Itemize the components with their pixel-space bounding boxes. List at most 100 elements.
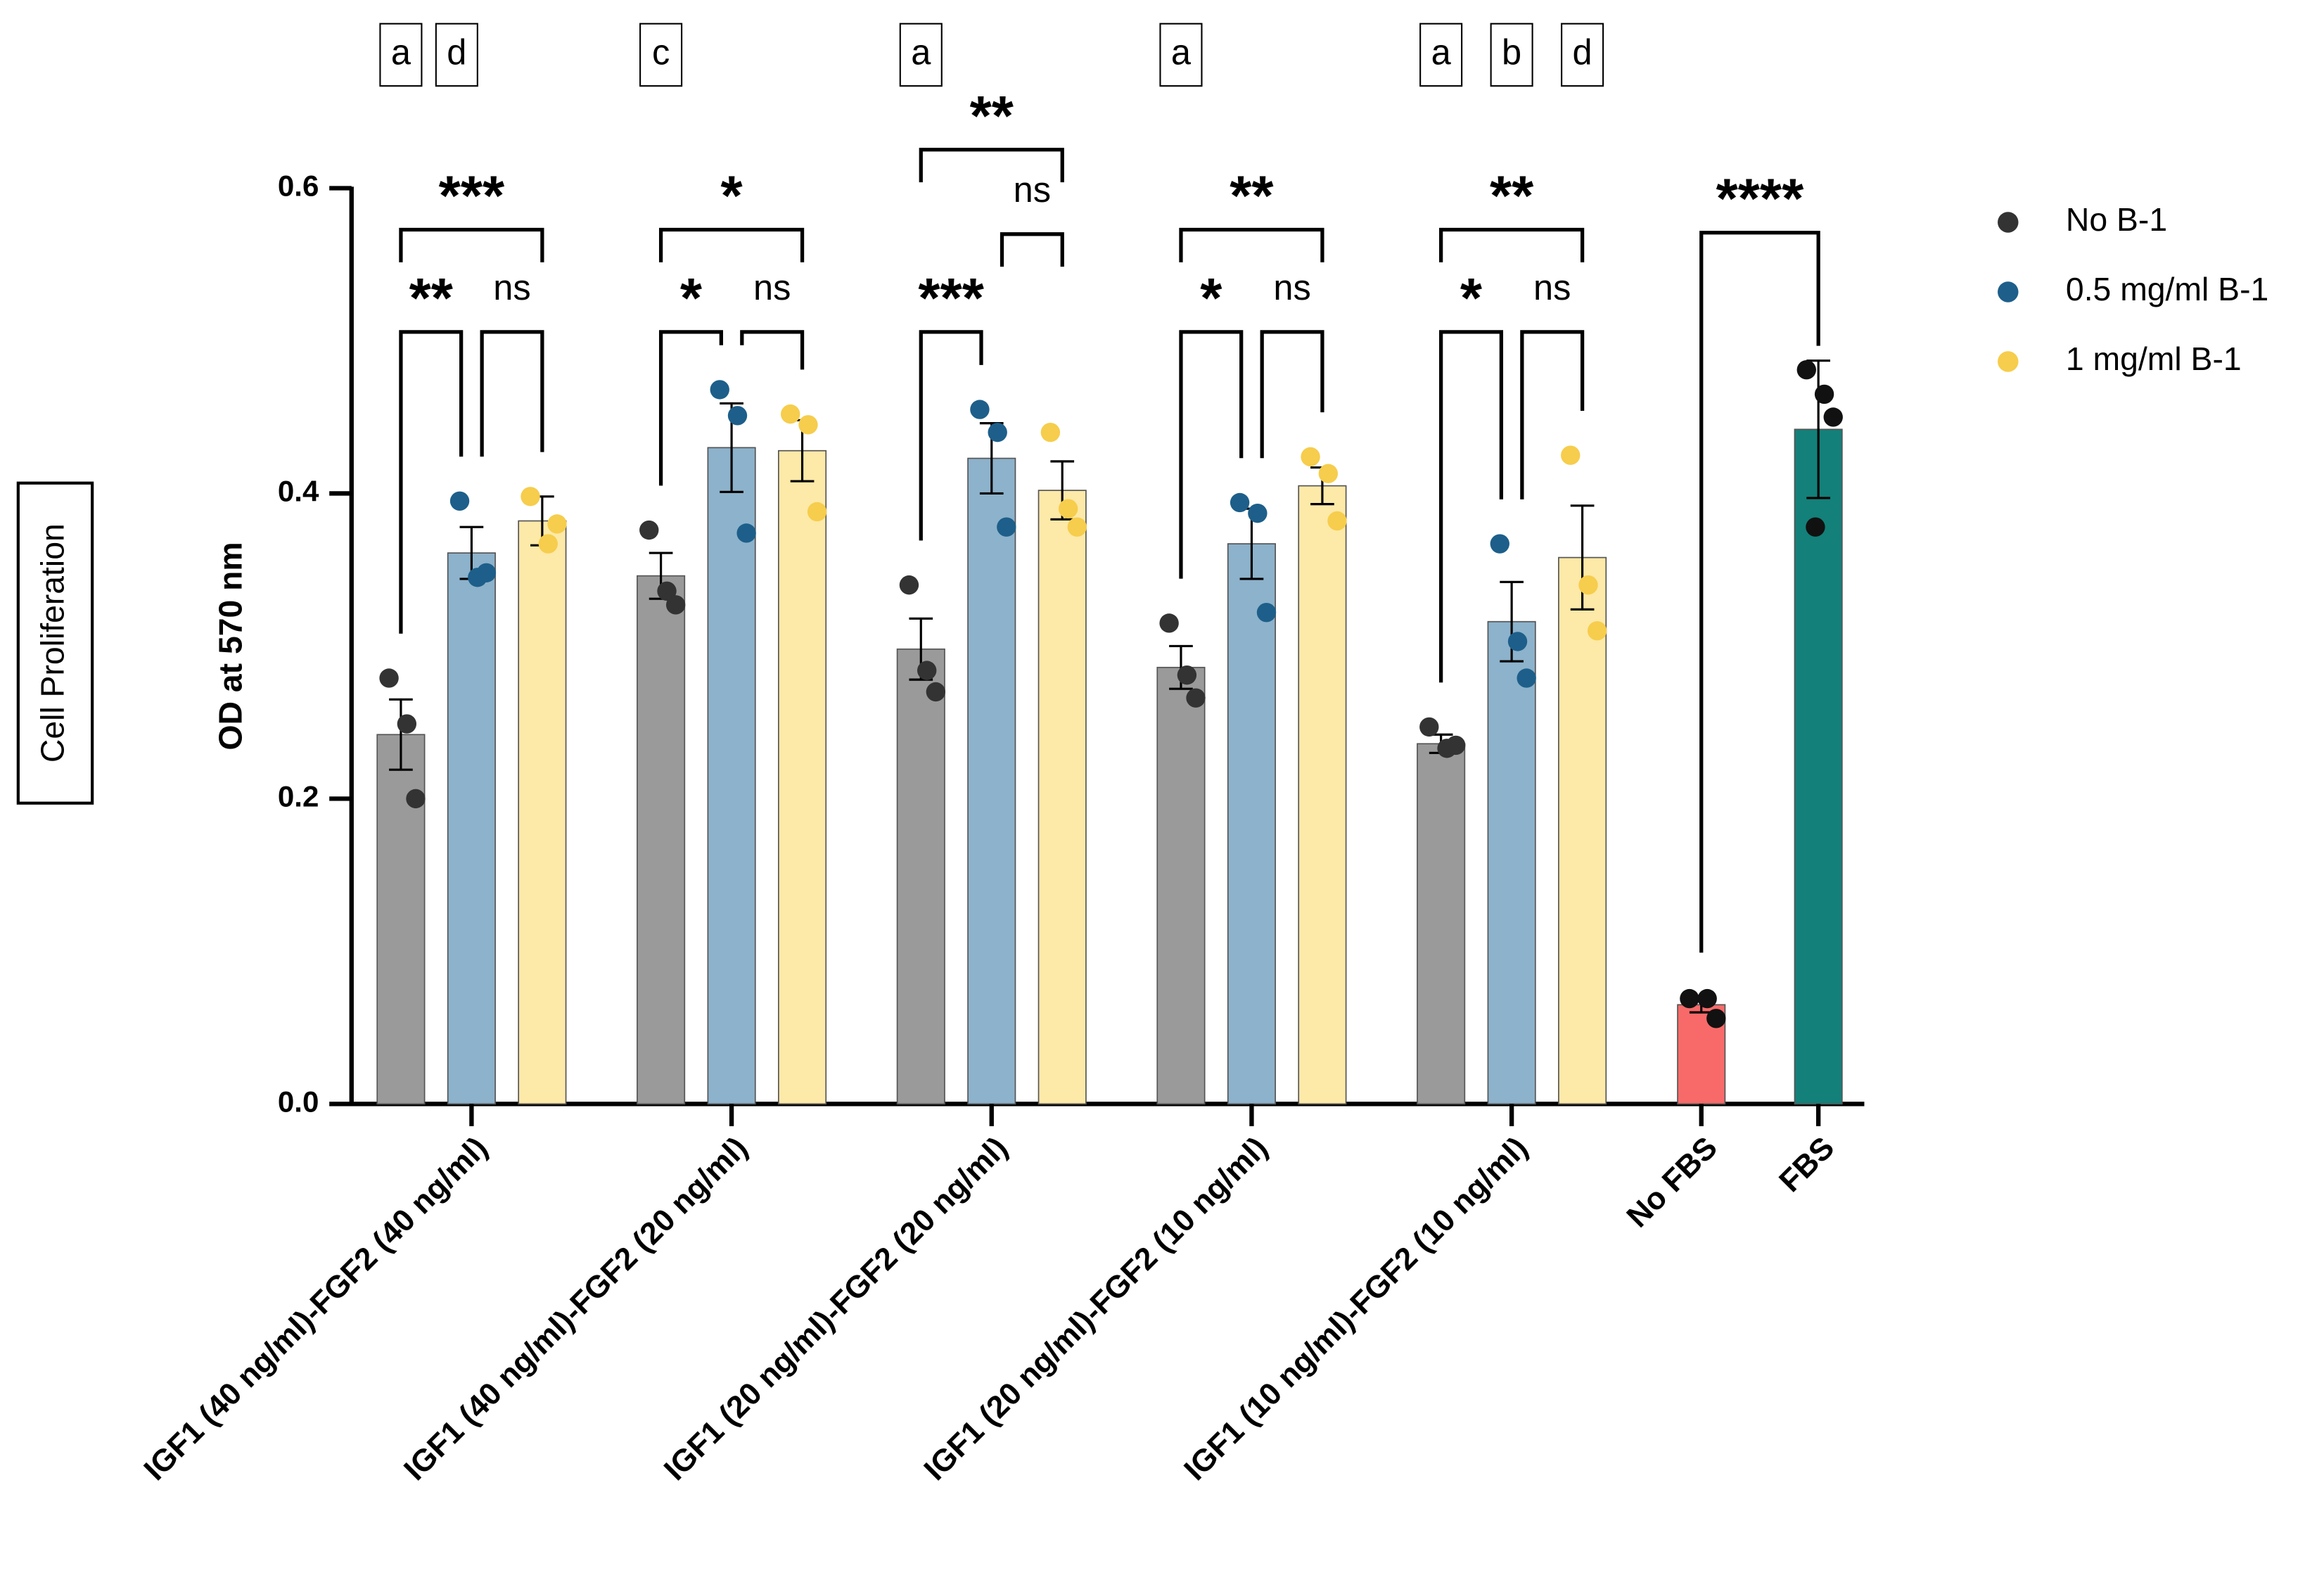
data-point <box>476 563 497 582</box>
data-point <box>1248 503 1268 523</box>
letter-box <box>1561 23 1604 87</box>
data-point <box>1806 517 1825 537</box>
significance-label: ** <box>409 267 454 329</box>
data-point <box>1507 632 1528 651</box>
data-point <box>639 520 659 540</box>
letter-box <box>379 23 423 87</box>
data-point <box>727 406 748 426</box>
letter-box <box>1419 23 1463 87</box>
data-point <box>1517 668 1536 688</box>
data-point <box>1697 988 1717 1009</box>
significance-bracket <box>919 148 1064 183</box>
side-label: Cell Proliferation <box>34 523 71 763</box>
significance-label: ** <box>1230 165 1274 227</box>
x-tick-label: FBS <box>1773 1130 1841 1199</box>
bar <box>1417 743 1466 1105</box>
bar <box>1038 490 1087 1105</box>
data-point <box>1823 407 1843 427</box>
significance-bracket <box>480 330 544 457</box>
letter-box <box>899 23 943 87</box>
letter-box <box>1490 23 1533 87</box>
legend-marker <box>1998 212 2019 233</box>
significance-label: *** <box>918 267 984 329</box>
bar <box>518 520 567 1105</box>
bar <box>896 648 945 1105</box>
significance-bracket <box>658 330 723 486</box>
data-point <box>1040 422 1061 442</box>
data-point <box>1814 384 1834 404</box>
data-point <box>1587 621 1607 641</box>
data-point <box>1419 717 1439 737</box>
significance-bracket <box>658 227 805 262</box>
data-point <box>1301 447 1320 467</box>
data-point <box>1058 499 1078 518</box>
significance-label: ** <box>970 84 1014 147</box>
data-point <box>710 380 729 400</box>
letter: a <box>1171 32 1192 72</box>
significance-label: * <box>721 165 743 227</box>
significance-label: ns <box>1533 267 1571 307</box>
data-point <box>1318 464 1339 483</box>
bar <box>637 575 686 1105</box>
letter: a <box>1431 32 1452 72</box>
data-point <box>1706 1009 1726 1028</box>
significance-label: ns <box>493 267 530 307</box>
data-point <box>1159 613 1179 633</box>
significance-bracket <box>1520 330 1585 499</box>
data-point <box>926 682 946 702</box>
letter: d <box>447 32 466 72</box>
data-point <box>988 422 1007 442</box>
significance-bracket <box>1439 227 1585 262</box>
data-point <box>1327 511 1347 531</box>
significance-label: ns <box>1014 170 1051 210</box>
y-axis-label: OD at 570 nm <box>212 542 248 750</box>
letter-box <box>435 23 478 87</box>
significance-label: ** <box>1490 165 1534 227</box>
significance-bracket <box>399 330 464 634</box>
data-point <box>1561 445 1581 465</box>
legend-label: 0.5 mg/ml B-1 <box>2066 271 2268 307</box>
bar <box>1487 620 1536 1105</box>
bar <box>1558 556 1607 1105</box>
legend-marker <box>1998 281 2019 302</box>
data-point <box>665 595 686 615</box>
significance-bracket <box>1179 227 1324 262</box>
letter: a <box>911 32 931 72</box>
significance-bracket <box>740 330 805 370</box>
data-point <box>899 575 919 595</box>
x-tick-label: No FBS <box>1620 1130 1724 1235</box>
data-point <box>1796 360 1816 380</box>
data-point <box>798 415 818 435</box>
significance-label: ns <box>753 267 791 307</box>
data-point <box>397 714 417 734</box>
data-point <box>1186 688 1206 708</box>
legend-marker <box>1998 351 2019 372</box>
data-point <box>1230 492 1250 513</box>
data-point <box>1256 602 1277 623</box>
legend-label: No B-1 <box>2066 201 2167 238</box>
significance-label: * <box>680 267 703 329</box>
data-point <box>970 400 990 419</box>
significance-bracket <box>399 227 544 262</box>
data-point <box>1490 534 1509 554</box>
significance-label: **** <box>1716 167 1804 230</box>
bar <box>967 457 1016 1105</box>
significance-label: * <box>1460 267 1483 329</box>
data-point <box>997 517 1016 537</box>
bar <box>1298 485 1347 1105</box>
data-point <box>657 581 677 601</box>
y-tick-label: 0.0 <box>278 1085 319 1118</box>
bar <box>447 552 496 1105</box>
data-point <box>379 668 399 688</box>
data-point <box>538 534 558 554</box>
data-point <box>1067 517 1087 537</box>
data-point <box>917 661 937 680</box>
data-point <box>1680 988 1699 1009</box>
significance-label: *** <box>439 165 505 227</box>
data-point <box>781 404 800 424</box>
bar <box>707 447 756 1105</box>
letter: b <box>1502 32 1521 72</box>
significance-label: ns <box>1273 267 1310 307</box>
